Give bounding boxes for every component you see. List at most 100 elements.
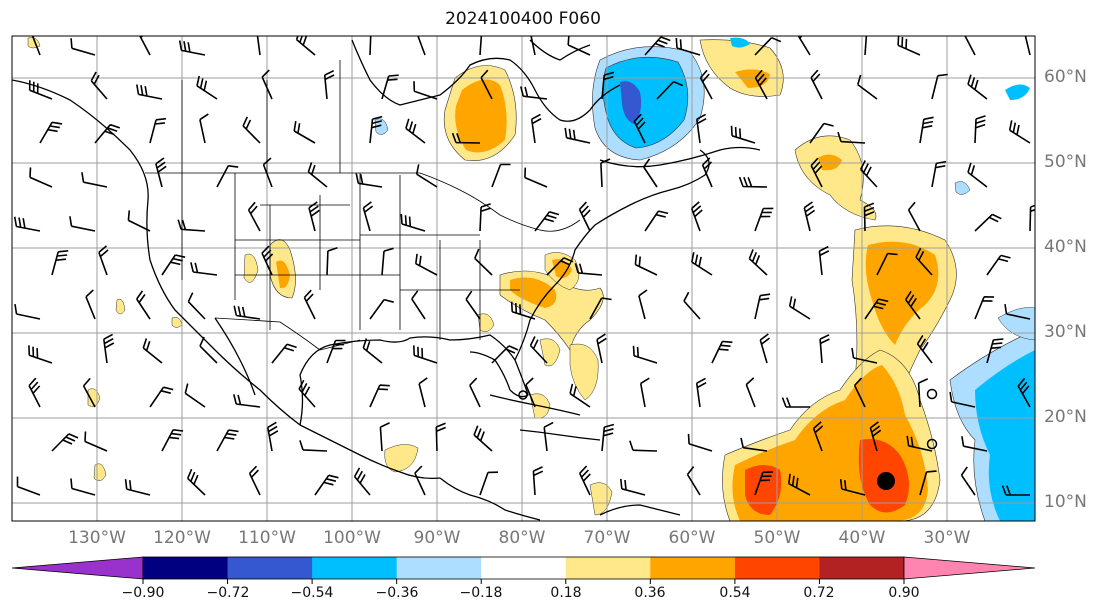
wind-barb — [686, 466, 701, 496]
wind-barb — [532, 466, 544, 496]
lon-label: 120°W — [153, 528, 211, 548]
map-title: 2024100400 F060 — [445, 9, 601, 29]
wind-barb — [788, 473, 811, 496]
wind-barb — [149, 117, 167, 144]
open-circle-marker — [926, 438, 938, 450]
lat-label: 40°N — [1044, 237, 1087, 257]
wind-barb — [629, 440, 658, 452]
wind-barb — [534, 211, 560, 232]
wind-barb — [307, 162, 328, 188]
colorbar-tick-label: −0.18 — [459, 585, 503, 601]
wind-barb — [369, 115, 383, 144]
lon-label: 80°W — [498, 528, 546, 548]
wind-barb — [974, 296, 995, 320]
lon-label: 130°W — [68, 528, 126, 548]
colorbar-cell — [227, 557, 313, 579]
wind-barb — [530, 36, 536, 56]
wind-barb — [546, 257, 574, 276]
wind-barb — [94, 123, 121, 144]
wind-barb — [754, 293, 771, 320]
wind-barb — [418, 377, 428, 408]
colorbar-cell — [396, 557, 482, 579]
wind-barb — [638, 289, 648, 320]
wind-barb — [1029, 204, 1035, 232]
wind-barb — [633, 113, 646, 144]
wind-barb — [695, 377, 707, 408]
wind-barb — [480, 69, 493, 100]
wind-barb — [233, 394, 261, 408]
wind-barb — [13, 216, 41, 232]
wind-barb — [839, 479, 866, 496]
wind-barb — [960, 466, 976, 496]
colorbar-tick-label: −0.36 — [375, 585, 419, 601]
wind-barb — [851, 347, 878, 364]
wind-barb — [915, 247, 933, 276]
wind-barb — [810, 69, 823, 100]
colorbar-cell — [650, 557, 736, 579]
wind-barb — [601, 423, 615, 452]
wind-barb — [491, 163, 511, 188]
wind-barb — [155, 157, 167, 188]
wind-barb — [314, 474, 339, 496]
wind-barb — [51, 250, 69, 276]
negative-anomaly-quebec-peak — [620, 81, 642, 124]
wind-barb — [369, 36, 372, 56]
wind-barb — [859, 160, 878, 188]
wind-barb — [897, 36, 921, 56]
wind-barb — [730, 125, 756, 144]
wind-barb — [919, 470, 937, 496]
wind-barb — [632, 345, 658, 364]
wind-barb — [465, 290, 481, 320]
colorbar-tick-label: −0.54 — [290, 585, 334, 601]
wind-barb — [917, 378, 929, 408]
map-frame — [11, 35, 1036, 522]
wind-barb — [964, 36, 976, 56]
wind-barb — [70, 38, 96, 56]
wind-barb — [644, 210, 669, 232]
wind-barb — [326, 339, 346, 364]
colorbar-tick-label: 0.72 — [803, 585, 835, 601]
wind-barb — [28, 345, 53, 364]
wind-barb — [696, 113, 707, 144]
colorbar-tick-label: −0.72 — [206, 585, 250, 601]
wind-barb — [905, 290, 921, 320]
wind-barb — [262, 157, 273, 188]
wind-barb — [355, 173, 383, 188]
wind-barb — [525, 377, 536, 408]
wind-barb — [738, 176, 768, 188]
wind-barb — [199, 113, 209, 144]
wind-barb — [857, 74, 878, 100]
wind-barb — [974, 213, 1002, 232]
positive-anomaly-hudson-core — [455, 79, 507, 153]
lon-label: 50°W — [753, 528, 801, 548]
wind-barb — [711, 340, 733, 364]
wind-barb — [299, 440, 328, 452]
wind-barb — [967, 74, 988, 100]
wind-barb — [28, 80, 53, 100]
storm-center-marker — [877, 472, 895, 490]
wind-barb — [691, 252, 713, 276]
colorbar-cell — [819, 557, 905, 579]
wind-barb — [323, 69, 335, 100]
wind-barb — [740, 437, 768, 452]
colorbar-tick-label: 0.36 — [634, 585, 666, 601]
wind-barb — [29, 167, 53, 188]
lon-label: 40°W — [838, 528, 886, 548]
wind-barb — [810, 157, 823, 188]
wind-barb — [405, 118, 426, 144]
wind-barb — [248, 465, 261, 496]
wind-barb — [353, 467, 371, 496]
colorbar-tick-label: −0.90 — [121, 585, 165, 601]
wind-barb — [369, 384, 390, 408]
wind-barb — [567, 36, 591, 56]
wind-barb — [161, 254, 186, 276]
wind-barb — [745, 377, 756, 408]
wind-barb — [643, 158, 658, 188]
wind-barb — [136, 84, 163, 100]
coastlines — [12, 39, 761, 521]
wind-barb — [863, 202, 875, 232]
lon-label: 30°W — [923, 528, 971, 548]
wind-barb — [293, 120, 316, 144]
wind-barb — [634, 254, 658, 276]
shaded-fields — [27, 37, 1035, 521]
